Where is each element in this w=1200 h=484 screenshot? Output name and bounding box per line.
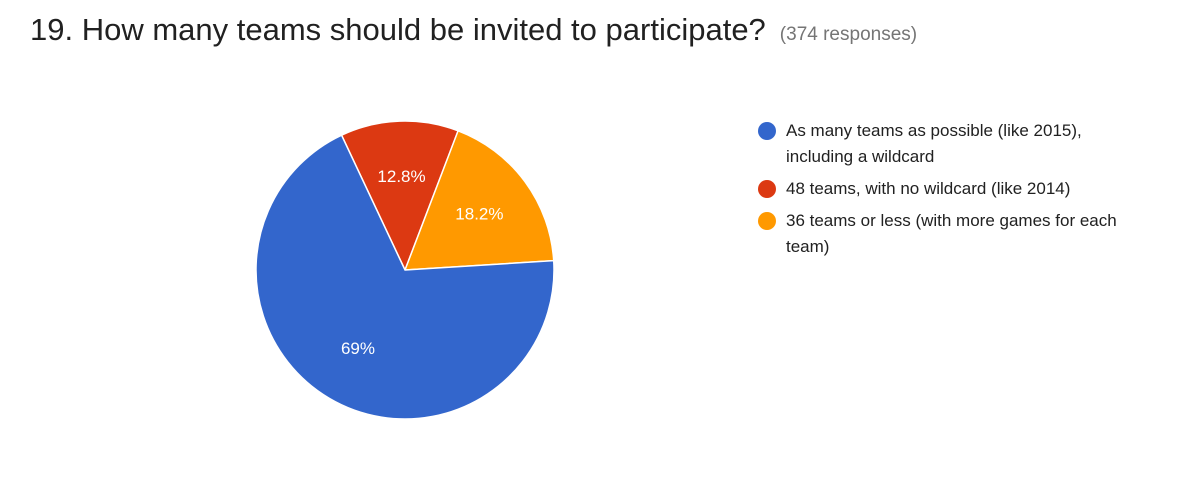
response-count: (374 responses) — [779, 24, 918, 45]
pie-slice[interactable] — [255, 134, 555, 420]
legend: As many teams as possible (like 2015), i… — [758, 118, 1118, 266]
question-title: 19. How many teams should be invited to … — [30, 12, 766, 47]
slice-label: 12.8% — [377, 167, 425, 186]
legend-label: 36 teams or less (with more games for ea… — [786, 211, 1117, 256]
slice-label: 69% — [341, 339, 375, 358]
pie-slices — [255, 120, 555, 420]
pie-slice[interactable] — [403, 129, 555, 271]
pie-labels: 12.8% 18.2% 69% — [341, 167, 504, 358]
pie-slice[interactable] — [340, 120, 460, 272]
legend-swatch — [758, 122, 776, 140]
legend-swatch — [758, 212, 776, 230]
legend-swatch — [758, 180, 776, 198]
chart-header: 19. How many teams should be invited to … — [30, 12, 917, 48]
legend-label: 48 teams, with no wildcard (like 2014) — [786, 179, 1071, 198]
slice-label: 18.2% — [455, 205, 503, 224]
legend-item[interactable]: As many teams as possible (like 2015), i… — [758, 118, 1118, 170]
legend-item[interactable]: 36 teams or less (with more games for ea… — [758, 208, 1118, 260]
legend-label: As many teams as possible (like 2015), i… — [786, 121, 1082, 166]
legend-item[interactable]: 48 teams, with no wildcard (like 2014) — [758, 176, 1118, 202]
